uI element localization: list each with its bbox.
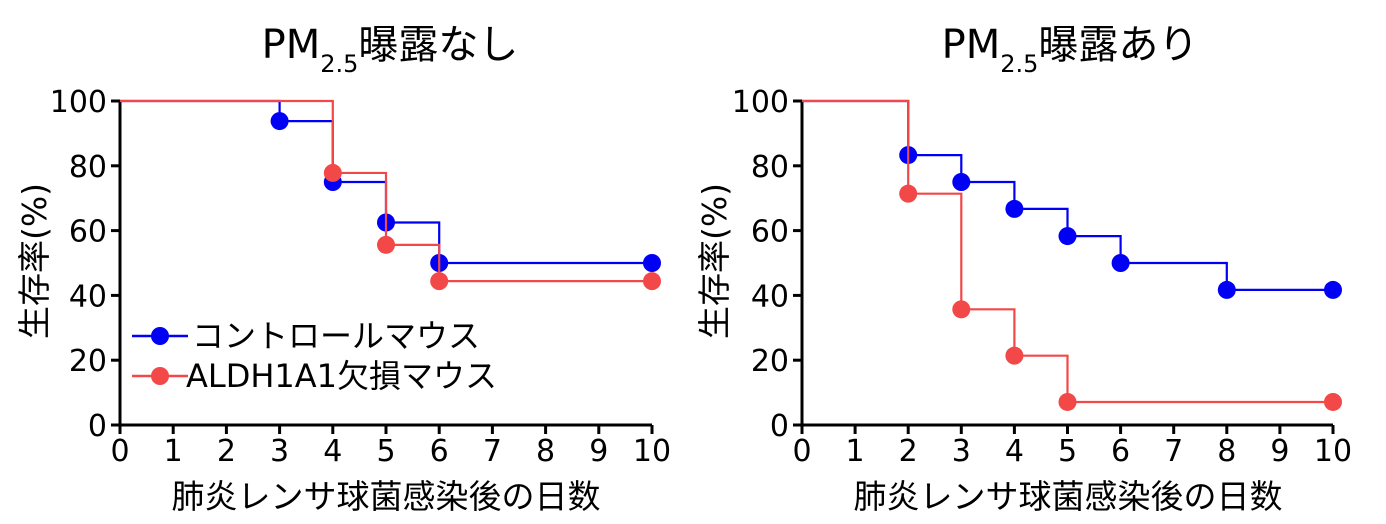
x-tick-label: 5 (1058, 434, 1077, 469)
x-tick-label: 8 (536, 434, 555, 469)
data-point-knockout (1058, 392, 1077, 411)
x-tick-label: 3 (952, 434, 971, 469)
x-tick-label: 6 (430, 434, 449, 469)
legend-marker-control (151, 327, 169, 345)
data-point-knockout (643, 272, 661, 291)
data-point-knockout (1324, 392, 1342, 411)
x-tick-label: 4 (1005, 434, 1024, 469)
data-point-knockout (899, 184, 918, 203)
x-tick-label: 0 (792, 434, 811, 469)
y-tick-label: 0 (88, 409, 107, 444)
data-point-control (1005, 199, 1024, 218)
data-point-knockout (377, 235, 395, 254)
legend-marker-knockout (151, 367, 169, 385)
title-subscript: 2.5 (1000, 50, 1038, 78)
series-line-control (802, 99, 1333, 291)
legend-label-control: コントロールマウス (192, 317, 480, 355)
x-tick-label: 10 (1314, 434, 1352, 469)
title-suffix: 曝露なし (358, 22, 518, 68)
y-tick-label: 80 (751, 150, 789, 185)
data-point-knockout (430, 272, 449, 291)
title-main: PM (942, 22, 1001, 68)
x-tick-label: 2 (899, 434, 918, 469)
x-tick-label: 7 (1164, 434, 1183, 469)
title-suffix: 曝露あり (1038, 22, 1198, 68)
data-point-control (1058, 227, 1077, 246)
y-tick-label: 80 (69, 150, 107, 185)
x-tick-label: 1 (846, 434, 865, 469)
x-tick-label: 1 (164, 434, 183, 469)
x-tick-label: 4 (323, 434, 342, 469)
data-point-knockout (1005, 346, 1024, 365)
data-point-control (1111, 254, 1130, 272)
legend: コントロールマウス ALDH1A1欠損マウス (132, 317, 497, 395)
x-tick-label: 0 (110, 434, 129, 469)
data-point-control (1217, 280, 1236, 299)
y-axis-label-left: 生存率(%) (15, 183, 54, 339)
y-tick-label: 20 (69, 344, 107, 379)
x-tick-label: 9 (589, 434, 608, 469)
data-point-knockout (952, 300, 971, 319)
title-right: PM2.5曝露あり (942, 22, 1199, 78)
y-tick-label: 40 (751, 279, 789, 314)
data-point-control (952, 173, 971, 191)
y-tick-label: 0 (770, 409, 789, 444)
series-line-knockout (120, 99, 652, 283)
x-tick-label: 2 (217, 434, 236, 469)
x-tick-label: 5 (376, 434, 395, 469)
y-tick-label: 20 (751, 344, 789, 379)
y-tick-label: 60 (69, 215, 107, 250)
title-subscript: 2.5 (320, 50, 358, 78)
y-axis-label-right: 生存率(%) (695, 183, 734, 339)
x-tick-label: 3 (270, 434, 289, 469)
series-line-knockout (802, 99, 1333, 404)
y-tick-label: 40 (69, 279, 107, 314)
x-tick-label: 6 (1111, 434, 1130, 469)
x-tick-label: 10 (633, 434, 671, 469)
x-tick-label: 7 (483, 434, 502, 469)
legend-label-knockout: ALDH1A1欠損マウス (186, 357, 497, 395)
x-tick-label: 9 (1270, 434, 1289, 469)
x-axis-label-right: 肺炎レンサ球菌感染後の日数 (854, 477, 1283, 516)
panel-left: PM2.5曝露なし 生存率(%) 肺炎レンサ球菌感染後の日数 コントロールマウス… (15, 22, 671, 516)
x-tick-label: 8 (1217, 434, 1236, 469)
title-main: PM (262, 22, 321, 68)
data-point-control (270, 112, 289, 131)
title-left: PM2.5曝露なし (262, 22, 519, 78)
series-line-control (120, 99, 652, 265)
x-axis-label-left: 肺炎レンサ球菌感染後の日数 (172, 477, 601, 516)
y-tick-label: 100 (732, 85, 789, 120)
panel-right: PM2.5曝露あり 生存率(%) 肺炎レンサ球菌感染後の日数 020406080… (695, 22, 1352, 516)
data-point-control (1324, 280, 1342, 299)
y-tick-label: 100 (50, 85, 107, 120)
data-point-control (643, 254, 661, 272)
y-tick-label: 60 (751, 215, 789, 250)
data-point-knockout (323, 163, 342, 182)
